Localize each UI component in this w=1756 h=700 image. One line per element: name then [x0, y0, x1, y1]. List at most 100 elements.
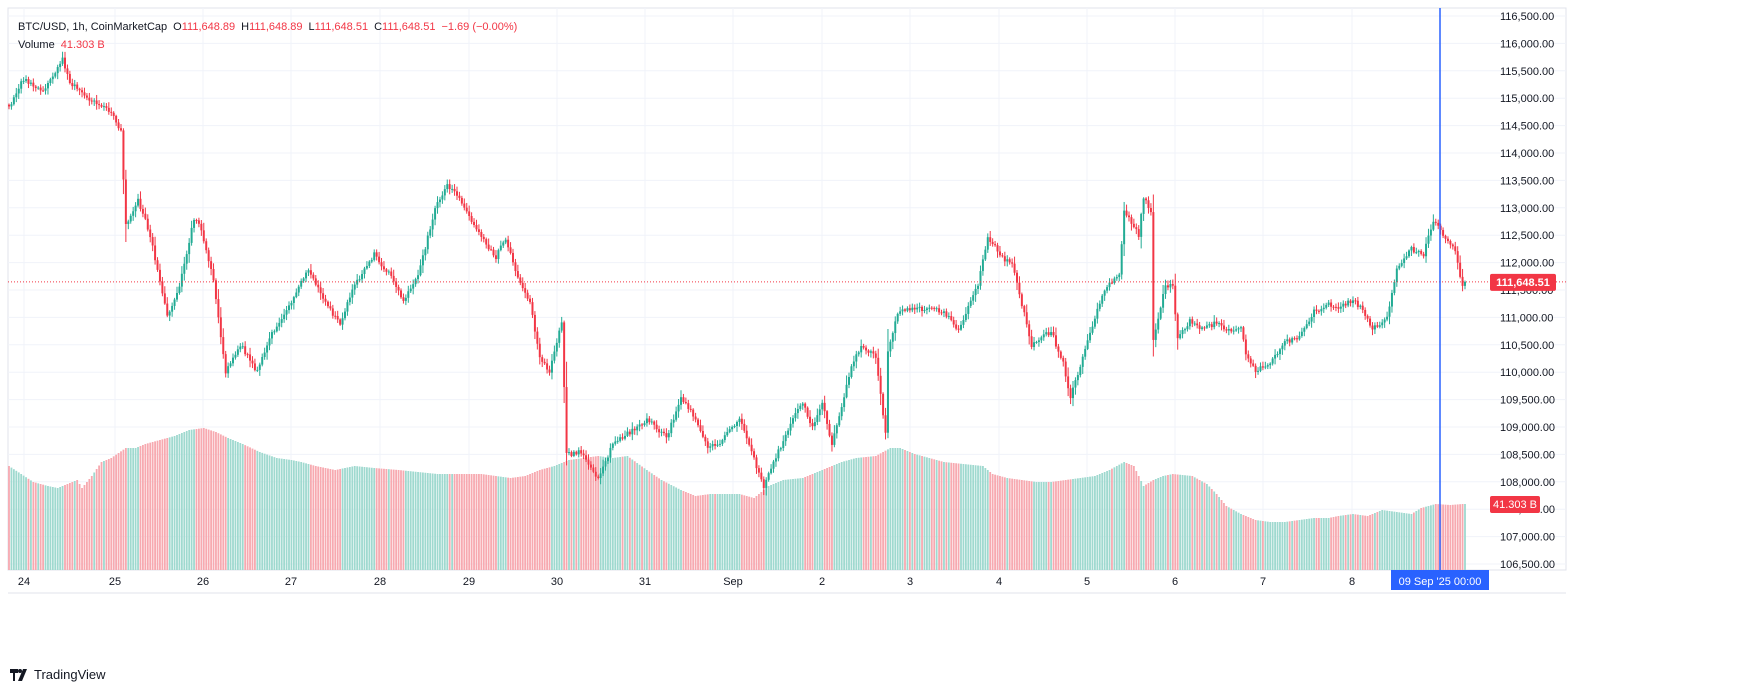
- volume-bar: [436, 474, 439, 570]
- volume-bar: [926, 457, 928, 570]
- candle-body: [1084, 348, 1087, 357]
- candle-body: [942, 311, 945, 313]
- volume-bar: [692, 495, 695, 570]
- volume-bar: [280, 458, 283, 570]
- candle-body: [945, 311, 948, 317]
- volume-bar: [835, 464, 838, 570]
- volume-bar: [733, 494, 736, 570]
- candle-body: [599, 473, 602, 479]
- volume-bar: [1303, 519, 1306, 570]
- tradingview-branding[interactable]: TradingView: [10, 667, 106, 682]
- branding-name: TradingView: [34, 667, 106, 682]
- candle-body: [473, 221, 476, 226]
- candle-body: [1352, 300, 1354, 304]
- candle-body: [409, 288, 412, 292]
- volume-bar: [1288, 521, 1291, 570]
- candle-body: [619, 437, 622, 441]
- volume-bar: [1130, 465, 1133, 570]
- volume-bar: [792, 479, 794, 570]
- candle-body: [15, 93, 18, 98]
- volume-bar: [180, 433, 183, 570]
- candle-body: [426, 235, 429, 250]
- candle-body: [64, 57, 66, 69]
- candle-body: [1240, 327, 1242, 329]
- candle-body: [139, 198, 142, 209]
- volume-bar: [840, 462, 843, 570]
- volume-bar: [519, 476, 522, 570]
- candle-body: [373, 252, 376, 260]
- candle-body: [1001, 255, 1004, 257]
- candle-body: [1137, 229, 1140, 237]
- volume-bar: [134, 448, 137, 570]
- candle-body: [1417, 250, 1420, 253]
- volume-bar: [758, 494, 760, 570]
- candle-body: [767, 473, 770, 480]
- volume-bar: [385, 469, 388, 570]
- candle-body: [546, 363, 549, 370]
- candle-body: [711, 444, 714, 447]
- candle-body: [1461, 276, 1464, 286]
- candle-body: [463, 203, 466, 208]
- candle-body: [1154, 329, 1157, 340]
- volume-bar: [838, 463, 841, 570]
- volume-bar: [105, 460, 108, 570]
- x-tick-label: 4: [996, 576, 1002, 588]
- candle-body: [989, 237, 992, 242]
- candle-body: [1201, 327, 1204, 329]
- candle-body: [317, 284, 320, 288]
- volume-bar: [512, 477, 514, 570]
- volume-bar: [831, 466, 833, 570]
- candle-body: [497, 250, 500, 260]
- volume-bar: [677, 488, 680, 570]
- volume-bar: [336, 469, 339, 570]
- candle-body: [1047, 332, 1050, 336]
- candle-body: [402, 297, 405, 301]
- volume-bar: [334, 470, 337, 570]
- volume-bar: [448, 474, 451, 570]
- volume-bar: [1283, 522, 1286, 570]
- volume-bar: [1067, 479, 1070, 570]
- volume-bar: [222, 435, 225, 570]
- volume-bar: [1271, 522, 1274, 570]
- candle-body: [270, 332, 273, 339]
- volume-bar: [358, 466, 361, 570]
- candle-body: [229, 363, 232, 367]
- candle-body: [339, 319, 342, 325]
- candle-body: [358, 279, 361, 281]
- volume-bar: [1118, 464, 1121, 570]
- volume-bar: [1327, 518, 1330, 570]
- y-tick-label: 115,500.00: [1500, 66, 1554, 78]
- candle-body: [326, 301, 329, 307]
- volume-label[interactable]: Volume: [18, 39, 55, 51]
- volume-bar: [1459, 504, 1462, 570]
- symbol-label[interactable]: BTC/USD, 1h, CoinMarketCap: [18, 21, 168, 33]
- volume-bar: [1417, 509, 1420, 570]
- volume-bar: [1028, 481, 1031, 570]
- volume-bar: [1247, 517, 1250, 570]
- candle-body: [726, 432, 729, 436]
- volume-bar: [1276, 522, 1279, 570]
- volume-bar: [1042, 482, 1045, 570]
- volume-bar: [161, 439, 164, 570]
- volume-bar: [811, 474, 814, 570]
- candle-body: [134, 205, 137, 212]
- candle-body: [1393, 282, 1396, 293]
- candle-body: [1305, 324, 1308, 329]
- candle-body: [891, 333, 894, 342]
- candle-body: [365, 265, 368, 269]
- crosshair-time-badge: [1391, 570, 1489, 590]
- candle-body: [176, 292, 178, 300]
- volume-bar: [1449, 505, 1452, 570]
- volume-bar: [1050, 482, 1052, 570]
- candle-body: [972, 295, 975, 301]
- candle-body: [521, 282, 524, 289]
- volume-bar: [1003, 477, 1006, 570]
- volume-bar: [400, 470, 402, 570]
- volume-bar: [704, 494, 707, 570]
- y-tick-label: 115,000.00: [1500, 93, 1554, 105]
- candle-body: [1339, 306, 1342, 309]
- candle-body: [149, 229, 152, 238]
- candle-body: [1257, 370, 1260, 372]
- candle-body: [572, 451, 575, 456]
